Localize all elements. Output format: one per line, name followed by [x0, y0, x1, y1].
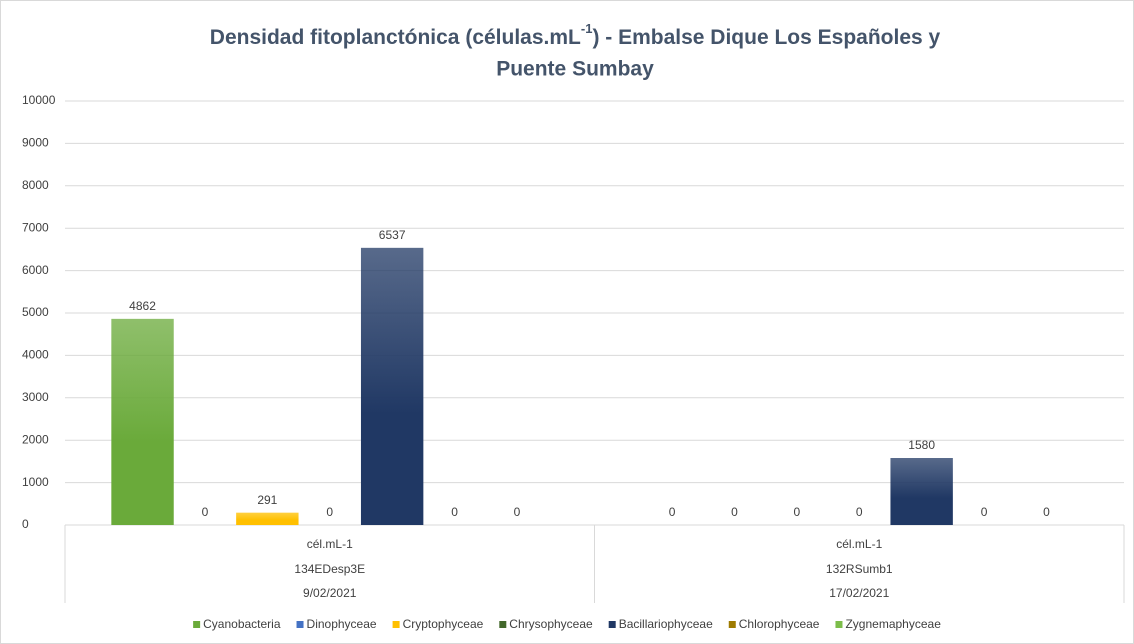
bar	[890, 458, 953, 525]
y-tick-label: 2000	[22, 432, 49, 446]
y-tick-label: 5000	[22, 305, 49, 319]
legend-swatch	[728, 621, 736, 628]
y-tick-label: 0	[22, 517, 29, 531]
y-tick-label: 4000	[22, 348, 49, 362]
data-label: 0	[669, 505, 676, 519]
data-label: 0	[731, 505, 738, 519]
data-label: 0	[856, 505, 863, 519]
data-label: 0	[451, 505, 458, 519]
legend-label: Bacillariophyceae	[619, 617, 713, 631]
x-tick-label: 9/02/2021	[303, 586, 357, 600]
y-tick-label: 7000	[22, 220, 49, 234]
data-label: 1580	[908, 438, 935, 452]
y-tick-label: 1000	[22, 475, 49, 489]
data-label: 0	[514, 505, 521, 519]
legend-swatch	[499, 621, 507, 628]
y-tick-label: 9000	[22, 136, 49, 150]
legend-label: Cyanobacteria	[203, 617, 281, 631]
data-label: 6537	[379, 228, 406, 242]
chart-title: Densidad fitoplanctónica (células.mL-1) …	[210, 21, 941, 48]
chart-title: Puente Sumbay	[496, 58, 654, 81]
data-label: 0	[326, 505, 333, 519]
bar	[111, 318, 174, 525]
x-tick-label: 132RSumb1	[826, 562, 893, 576]
data-label: 4862	[129, 299, 156, 313]
y-tick-label: 8000	[22, 178, 49, 192]
legend-swatch	[193, 621, 201, 628]
x-tick-label: 134EDesp3E	[294, 562, 365, 576]
x-tick-label: 17/02/2021	[829, 586, 889, 600]
legend-label: Cryptophyceae	[403, 617, 484, 631]
x-tick-label: cél.mL-1	[836, 537, 882, 551]
data-label: 0	[1043, 505, 1050, 519]
legend-swatch	[392, 621, 400, 628]
y-tick-label: 6000	[22, 263, 49, 277]
legend-swatch	[608, 621, 616, 628]
legend-label: Dinophyceae	[307, 617, 377, 631]
data-label: 0	[794, 505, 801, 519]
legend: Cyanobacteria Dinophyceae Cryptophyceae Chr…	[193, 617, 941, 631]
data-label: 0	[981, 505, 988, 519]
data-label: 0	[202, 505, 209, 519]
bar	[236, 512, 299, 525]
data-label: 291	[257, 493, 277, 507]
y-tick-label: 10000	[22, 93, 56, 107]
legend-swatch	[835, 621, 843, 628]
legend-label: Chlorophyceae	[739, 617, 820, 631]
y-tick-label: 3000	[22, 390, 49, 404]
legend-label: Zygnemaphyceae	[845, 617, 941, 631]
legend-swatch	[296, 621, 304, 628]
legend-label: Chrysophyceae	[509, 617, 593, 631]
bar	[360, 247, 424, 525]
x-tick-label: cél.mL-1	[307, 537, 353, 551]
